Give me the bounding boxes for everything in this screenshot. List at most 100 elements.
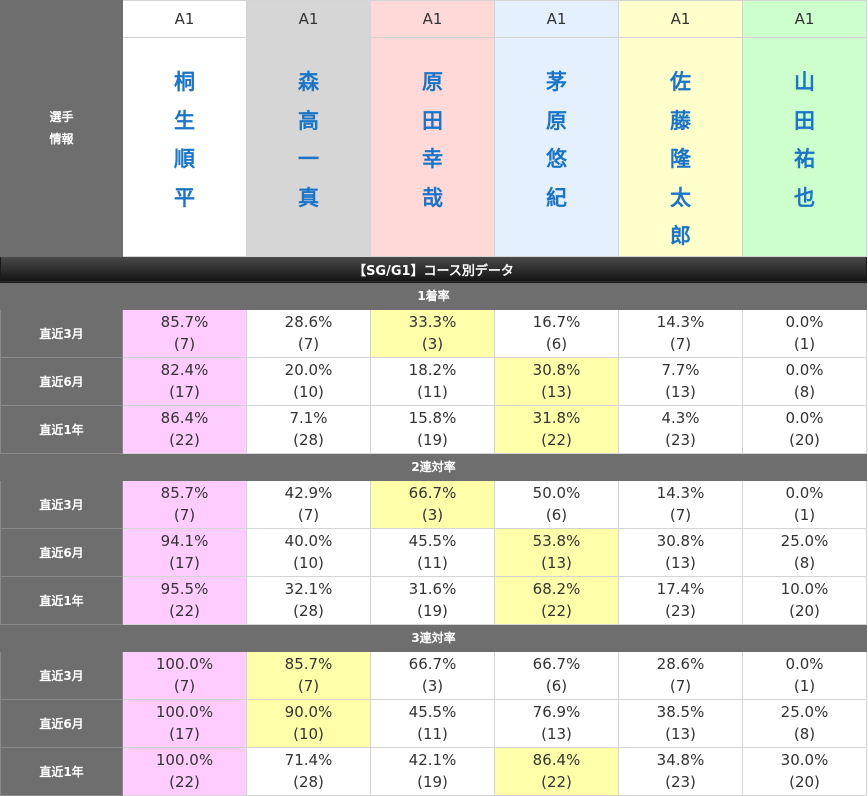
rate-value: 28.6% [656,655,705,673]
race-count: (13) [665,383,696,401]
racer-name-char[interactable]: 佐 [670,70,691,94]
rate-value: 33.3% [408,313,457,331]
rate-value: 86.4% [532,751,581,769]
racer-name-char[interactable]: 幸 [422,147,443,171]
rate-cell: 17.4% (23) [618,575,743,625]
racer-name-char[interactable]: 一 [298,147,319,171]
rate-cell: 53.8% (13) [494,527,619,577]
racer-class: A1 [246,0,371,38]
player-info-label: 選手 情報 [0,0,123,257]
racer-name-text[interactable]: 山田祐也 [794,63,815,217]
racer-name-char[interactable]: 藤 [670,108,691,133]
race-count: (17) [169,554,200,572]
race-count: (8) [793,554,816,572]
racer-name-char[interactable]: 高 [298,108,319,133]
race-count: (11) [417,725,448,743]
race-count: (13) [541,725,572,743]
rate-value: 15.8% [408,409,457,427]
table-row: 直近3月 85.7% (7) 28.6% (7) 33.3% (3) 16.7% (6) 14.3… [0,308,867,358]
racer-class-row: 選手 情報 A1 A1 A1 A1 A1 A1 [0,0,867,257]
rate-cell: 94.1% (17) [122,527,247,577]
racer-name-char[interactable]: 山 [794,70,815,94]
race-count: (13) [665,725,696,743]
racer-name-char[interactable]: 悠 [546,147,567,171]
rate-cell: 68.2% (22) [494,575,619,625]
racer-name[interactable]: 森高一真 [246,37,371,257]
race-count: (28) [293,602,324,620]
racer-name-char[interactable]: 平 [174,185,195,210]
racer-name-char[interactable]: 森 [298,70,319,94]
racer-name-char[interactable]: 也 [794,185,815,210]
rate-cell: 25.0% (8) [742,527,867,577]
rate-value: 100.0% [155,655,214,673]
racer-name-char[interactable]: 太 [670,185,691,210]
rate-cell: 85.7% (7) [122,308,247,358]
metric-header-row: 2連対率 [0,452,867,481]
race-count: (1) [793,677,816,695]
racer-name[interactable]: 茅原悠紀 [494,37,619,257]
racer-name-char[interactable]: 真 [298,185,319,210]
race-count: (7) [297,506,320,524]
racer-name-char[interactable]: 祐 [794,147,815,171]
racer-name-char[interactable]: 茅 [546,70,567,94]
rate-cell: 95.5% (22) [122,575,247,625]
rate-value: 25.0% [780,532,829,550]
rate-cell: 30.8% (13) [618,527,743,577]
period-label: 直近3月 [0,650,123,700]
racer-name-char[interactable]: 原 [422,70,443,94]
racer-name-char[interactable]: 哉 [422,185,443,210]
racer-name-char[interactable]: 順 [174,147,195,171]
rate-cell: 50.0% (6) [494,479,619,529]
race-count: (7) [173,506,196,524]
rate-value: 66.7% [408,484,457,502]
racer-name-text[interactable]: 桐生順平 [174,63,195,217]
rate-cell: 31.8% (22) [494,404,619,454]
rate-value: 0.0% [785,313,824,331]
rate-cell: 86.4% (22) [122,404,247,454]
rate-value: 38.5% [656,703,705,721]
racer-name[interactable]: 桐生順平 [122,37,247,257]
table-row: 直近6月 100.0% (17) 90.0% (10) 45.5% (11) 76.9% (13… [0,698,867,748]
racer-name-char[interactable]: 田 [794,108,815,133]
race-count: (23) [665,431,696,449]
racer-name-text[interactable]: 原田幸哉 [422,63,443,217]
racer-name-char[interactable]: 生 [174,108,195,133]
racer-name-text[interactable]: 茅原悠紀 [546,63,567,217]
racer-name[interactable]: 原田幸哉 [370,37,495,257]
rate-cell: 38.5% (13) [618,698,743,748]
rate-value: 66.7% [408,655,457,673]
racer-name-char[interactable]: 原 [546,108,567,133]
race-count: (22) [169,431,200,449]
section-title: 【SG/G1】コース別データ [0,255,867,283]
rate-value: 85.7% [160,313,209,331]
racer-name-char[interactable]: 紀 [546,185,567,210]
rate-cell: 45.5% (11) [370,527,495,577]
racer-name-char[interactable]: 田 [422,108,443,133]
rate-value: 85.7% [160,484,209,502]
rate-cell: 10.0% (20) [742,575,867,625]
rate-cell: 30.0% (20) [742,746,867,796]
race-count: (22) [541,773,572,791]
racer-name-char[interactable]: 隆 [670,147,691,171]
rate-value: 71.4% [284,751,333,769]
rate-cell: 66.7% (6) [494,650,619,700]
rate-value: 85.7% [284,655,333,673]
racer-name[interactable]: 佐藤隆太郎 [618,37,743,257]
racer-class: A1 [742,0,867,38]
racer-name-char[interactable]: 桐 [174,70,195,94]
rate-cell: 28.6% (7) [246,308,371,358]
race-count: (22) [541,602,572,620]
race-count: (17) [169,383,200,401]
rate-value: 7.7% [661,361,700,379]
rate-value: 30.8% [532,361,581,379]
rate-value: 10.0% [780,580,829,598]
rate-value: 68.2% [532,580,581,598]
racer-name-text[interactable]: 佐藤隆太郎 [670,63,691,256]
racer-name-text[interactable]: 森高一真 [298,63,319,217]
rate-cell: 32.1% (28) [246,575,371,625]
racer-name[interactable]: 山田祐也 [742,37,867,257]
racer-name-char[interactable]: 郎 [670,224,691,248]
race-count: (10) [293,725,324,743]
race-count: (7) [297,677,320,695]
race-count: (11) [417,554,448,572]
